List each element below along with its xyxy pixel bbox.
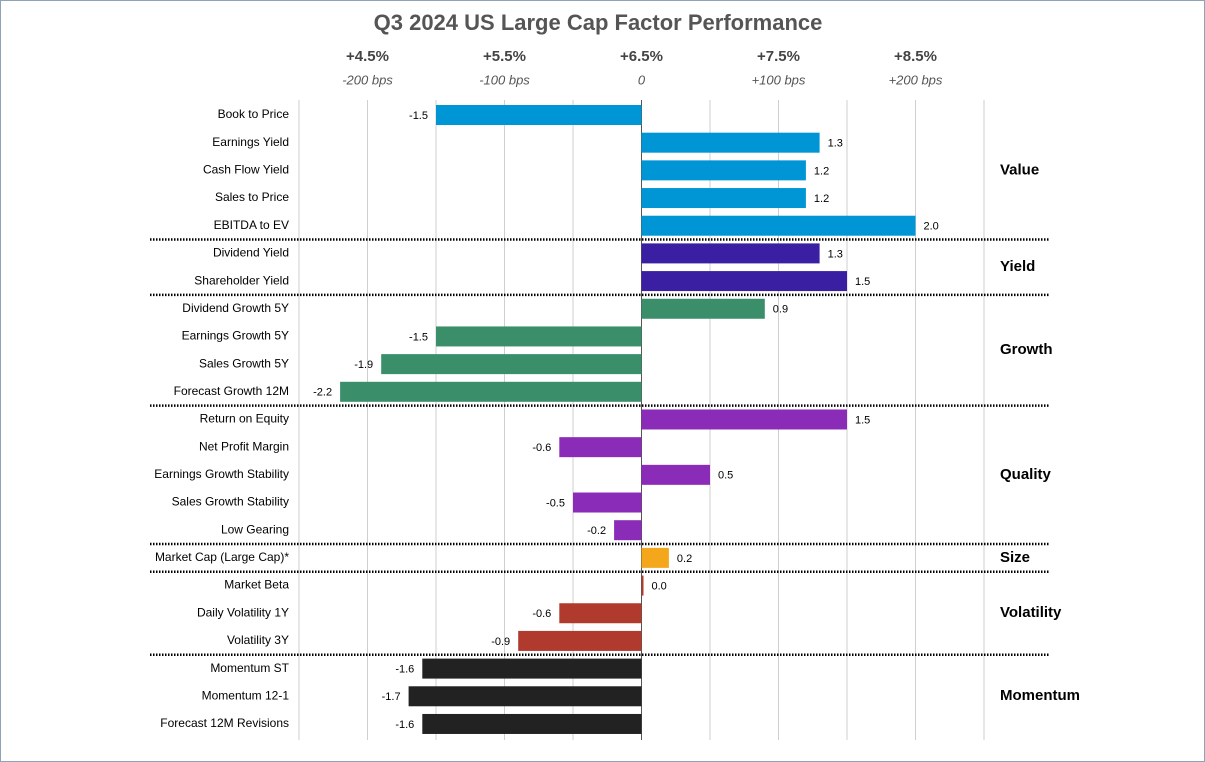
- x-tick-label: +8.5%: [894, 48, 937, 65]
- value-label: 2.0: [924, 221, 939, 233]
- value-label: -1.6: [395, 719, 414, 731]
- value-label: 0.9: [773, 304, 788, 316]
- value-label: 1.5: [855, 276, 870, 288]
- group-label: Growth: [1000, 341, 1053, 358]
- bar: [614, 520, 642, 541]
- category-label: Forecast Growth 12M: [174, 384, 289, 398]
- bar: [408, 686, 642, 707]
- value-label: -0.2: [587, 525, 606, 537]
- bar: [573, 492, 642, 513]
- value-label: 1.5: [855, 414, 870, 426]
- x2-tick-label: 0: [638, 72, 646, 87]
- value-label: 0.0: [652, 580, 667, 592]
- category-label: Forecast 12M Revisions: [160, 716, 289, 730]
- value-label: 0.2: [677, 553, 692, 565]
- category-label: Dividend Growth 5Y: [182, 301, 289, 315]
- bar: [641, 575, 644, 596]
- bar: [641, 271, 847, 292]
- bar: [559, 437, 642, 458]
- group-label: Size: [1000, 549, 1030, 566]
- value-label: -1.7: [382, 691, 401, 703]
- category-label: Earnings Growth 5Y: [182, 329, 289, 343]
- category-label: Book to Price: [218, 107, 290, 121]
- x2-tick-label: -100 bps: [479, 72, 530, 87]
- x2-tick-label: -200 bps: [342, 72, 393, 87]
- group-label: Yield: [1000, 258, 1035, 275]
- value-label: -2.2: [313, 387, 332, 399]
- bar: [641, 409, 847, 430]
- bar: [436, 105, 642, 125]
- category-label: Cash Flow Yield: [203, 163, 289, 177]
- chart-title: Q3 2024 US Large Cap Factor Performance: [374, 10, 823, 35]
- x-tick-label: +7.5%: [757, 48, 800, 65]
- category-label: Market Beta: [224, 578, 289, 592]
- group-label: Value: [1000, 161, 1039, 178]
- category-label: Momentum ST: [210, 661, 289, 675]
- category-label: Earnings Growth Stability: [154, 467, 289, 481]
- category-label: Low Gearing: [221, 522, 289, 536]
- category-label: Dividend Yield: [213, 246, 289, 260]
- value-label: -1.5: [409, 110, 428, 122]
- bar: [641, 132, 820, 153]
- bar: [340, 381, 642, 402]
- category-label: Market Cap (Large Cap)*: [155, 550, 289, 564]
- group-label: Momentum: [1000, 687, 1080, 704]
- category-label: Daily Volatility 1Y: [197, 605, 289, 619]
- bar: [641, 160, 806, 181]
- category-label: EBITDA to EV: [214, 218, 289, 232]
- x-tick-label: +5.5%: [483, 48, 526, 65]
- category-label: Sales to Price: [215, 190, 289, 204]
- group-label: Quality: [1000, 466, 1052, 483]
- bar: [559, 603, 642, 624]
- value-label: 1.2: [814, 165, 829, 177]
- value-label: 1.3: [828, 248, 843, 260]
- x-tick-label: +6.5%: [620, 48, 663, 65]
- category-label: Sales Growth Stability: [172, 495, 289, 509]
- bar: [641, 298, 765, 319]
- bar: [436, 326, 642, 347]
- category-label: Net Profit Margin: [199, 439, 289, 453]
- group-label: Volatility: [1000, 604, 1062, 621]
- bar: [518, 630, 642, 651]
- value-label: -0.6: [532, 608, 551, 620]
- category-label: Sales Growth 5Y: [199, 356, 289, 370]
- category-label: Momentum 12-1: [202, 688, 290, 702]
- value-label: 1.2: [814, 193, 829, 205]
- bar: [641, 215, 916, 236]
- value-label: -1.9: [354, 359, 373, 371]
- bar: [641, 188, 806, 209]
- value-label: -1.6: [395, 664, 414, 676]
- bar: [641, 547, 669, 568]
- x-tick-label: +4.5%: [346, 48, 389, 65]
- value-label: -0.9: [491, 636, 510, 648]
- value-label: -0.5: [546, 497, 565, 509]
- value-label: 1.3: [828, 138, 843, 150]
- x2-tick-label: +200 bps: [889, 72, 943, 87]
- category-label: Return on Equity: [200, 412, 289, 426]
- x2-tick-label: +100 bps: [752, 72, 806, 87]
- category-label: Volatility 3Y: [227, 633, 289, 647]
- bar: [422, 713, 642, 734]
- bar: [641, 243, 820, 264]
- bar: [381, 354, 642, 375]
- value-label: -0.6: [532, 442, 551, 454]
- bar: [422, 658, 642, 679]
- bar: [641, 464, 710, 485]
- value-label: 0.5: [718, 470, 733, 482]
- value-label: -1.5: [409, 331, 428, 343]
- category-label: Shareholder Yield: [194, 273, 289, 287]
- category-label: Earnings Yield: [212, 135, 289, 149]
